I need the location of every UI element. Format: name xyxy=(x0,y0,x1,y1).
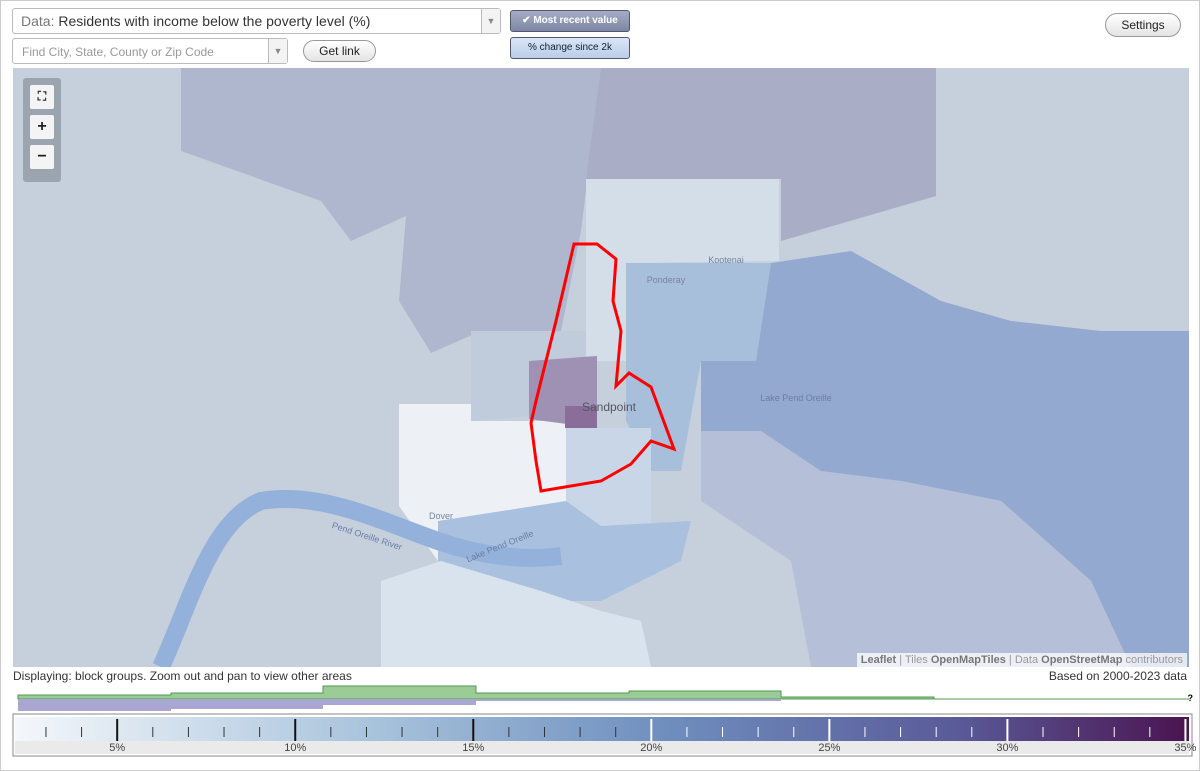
data-select[interactable]: Data: Residents with income below the po… xyxy=(12,8,501,34)
attr-tiles[interactable]: OpenMapTiles xyxy=(930,654,1006,666)
region xyxy=(586,179,779,361)
get-link-button[interactable]: Get link xyxy=(303,40,376,62)
based-on-note: Based on 2000-2023 data xyxy=(1048,669,1187,683)
attr-osm[interactable]: OpenStreetMap xyxy=(1041,654,1123,666)
region xyxy=(701,431,1131,667)
zoom-out-button[interactable]: − xyxy=(30,145,54,169)
legend-tick-label: 35% xyxy=(1174,742,1196,754)
mode-button[interactable]: % change since 2k xyxy=(510,37,630,59)
legend-tick-label: 20% xyxy=(640,742,662,754)
search-placeholder: Find City, State, County or Zip Code xyxy=(22,45,214,59)
region xyxy=(586,68,936,241)
map[interactable]: Kootenai Ponderay Sandpoint Lake Pend Or… xyxy=(13,68,1189,667)
legend-gradient xyxy=(15,717,1189,741)
attr-text: Tiles xyxy=(904,654,928,666)
selected-boundary xyxy=(529,242,677,493)
zoom-controls: ⛶ + − xyxy=(23,78,61,182)
lake xyxy=(438,501,691,601)
region xyxy=(381,561,651,667)
fullscreen-button[interactable]: ⛶ xyxy=(30,85,54,109)
legend-tick-label: 25% xyxy=(818,742,840,754)
dropdown-arrow[interactable]: ▼ xyxy=(268,39,287,63)
place-label: Sandpoint xyxy=(582,400,637,414)
attribution: Leaflet | Tiles OpenMapTiles | Data Open… xyxy=(856,653,1187,667)
region xyxy=(181,68,601,353)
search-box[interactable]: Find City, State, County or Zip Code ▼ xyxy=(12,38,288,64)
attr-text: Data xyxy=(1014,654,1039,666)
dropdown-arrow[interactable]: ▼ xyxy=(481,9,500,33)
displaying-note: Displaying: block groups. Zoom out and p… xyxy=(13,669,352,683)
legend: ? 5% 10% 15% 20% 25% 30% 35% xyxy=(12,685,1197,757)
mode-button[interactable]: ✔ Most recent value xyxy=(510,10,630,32)
histogram-past xyxy=(18,699,781,711)
legend-tick-label: 15% xyxy=(462,742,484,754)
attr-text: contributors xyxy=(1125,654,1183,666)
help-mark[interactable]: ? xyxy=(1188,693,1194,703)
settings-button[interactable]: Settings xyxy=(1105,13,1181,37)
legend-tick-label: 30% xyxy=(996,742,1018,754)
river xyxy=(152,490,563,667)
zoom-in-button[interactable]: + xyxy=(30,115,54,139)
attr-leaflet[interactable]: Leaflet xyxy=(860,654,897,666)
data-value: Residents with income below the poverty … xyxy=(58,13,371,29)
legend-label-band xyxy=(15,741,1189,754)
place-label: Ponderay xyxy=(647,275,686,285)
place-label: Dover xyxy=(429,511,453,521)
place-label: Lake Pend Oreille xyxy=(760,393,832,403)
place-label: Kootenai xyxy=(708,255,744,265)
legend-tick-label: 10% xyxy=(284,742,306,754)
region xyxy=(701,251,1189,667)
mode-label: Most recent value xyxy=(533,15,618,26)
region xyxy=(565,406,597,428)
legend-tick-label: 5% xyxy=(109,742,125,754)
data-label: Data: xyxy=(21,13,55,29)
histogram-current xyxy=(17,685,935,700)
